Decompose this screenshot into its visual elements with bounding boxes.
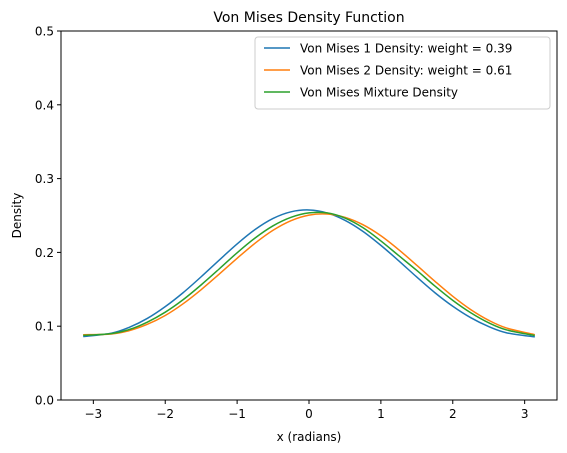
x-tick-label: −3 [84, 407, 102, 421]
x-tick-label: 3 [521, 407, 529, 421]
legend: Von Mises 1 Density: weight = 0.39 Von Mi… [254, 36, 551, 110]
y-tick-label: 0.4 [35, 98, 54, 112]
legend-label-3: Von Mises Mixture Density [300, 86, 458, 100]
series-line-1 [83, 209, 535, 338]
chart-title: Von Mises Density Function [213, 10, 404, 26]
x-tick-label: 0 [305, 407, 313, 421]
x-axis-label: x (radians) [277, 430, 342, 444]
y-tick-label: 0.3 [35, 172, 54, 186]
x-tick-label: 1 [377, 407, 385, 421]
legend-label-2: Von Mises 2 Density: weight = 0.61 [300, 64, 512, 78]
y-axis-ticks: 0.0 0.1 0.2 0.3 0.4 0.5 [35, 25, 61, 408]
x-axis-ticks: −3 −2 −1 0 1 2 3 [84, 400, 528, 421]
x-tick-label: −1 [228, 407, 246, 421]
series-line-2 [83, 213, 536, 336]
y-tick-label: 0.2 [35, 246, 54, 260]
y-axis-label: Density [10, 193, 24, 239]
y-tick-label: 0.1 [35, 320, 54, 334]
x-tick-label: 2 [449, 407, 457, 421]
y-tick-label: 0.5 [35, 25, 54, 39]
x-tick-label: −2 [156, 407, 174, 421]
legend-frame [254, 36, 551, 110]
y-tick-label: 0.0 [35, 394, 54, 408]
series-layer [83, 209, 536, 338]
series-line-3 [83, 211, 535, 337]
legend-label-1: Von Mises 1 Density: weight = 0.39 [300, 42, 512, 56]
